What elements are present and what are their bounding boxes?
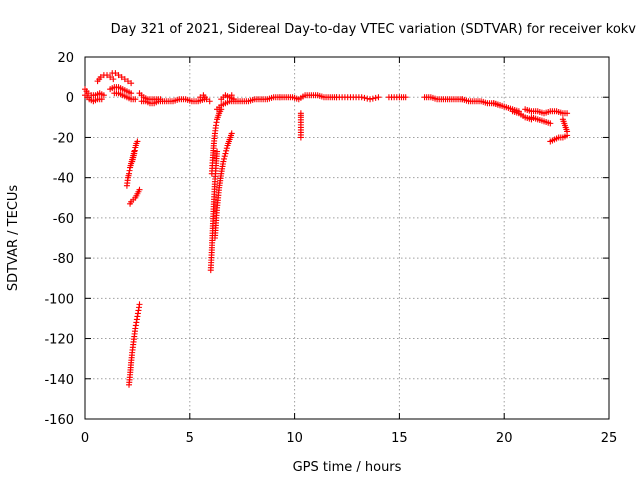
data-point	[375, 94, 382, 101]
data-point	[364, 95, 371, 102]
y-tick-label: -60	[53, 212, 74, 227]
y-tick-label: 0	[66, 91, 74, 106]
data-point	[124, 78, 131, 85]
y-tick-label: -40	[53, 172, 74, 187]
data-point	[223, 147, 230, 154]
data-point	[369, 95, 376, 102]
data-point	[372, 94, 379, 101]
data-point	[297, 134, 304, 141]
x-tick-label: 10	[286, 431, 303, 446]
y-tick-label: -140	[44, 373, 74, 388]
y-tick-label: -80	[53, 252, 74, 267]
data-point	[564, 128, 571, 135]
data-point	[112, 70, 119, 77]
data-point	[128, 80, 135, 87]
data-point	[367, 96, 374, 103]
data-point	[115, 72, 122, 79]
data-point	[104, 72, 111, 79]
data-point	[402, 94, 409, 101]
data-point	[358, 94, 365, 101]
data-point	[203, 96, 210, 103]
y-tick-label: -20	[53, 131, 74, 146]
data-point	[136, 301, 143, 308]
x-tick-label: 5	[186, 431, 194, 446]
chart-title: Day 321 of 2021, Sidereal Day-to-day VTE…	[111, 22, 637, 37]
x-tick-label: 25	[601, 431, 618, 446]
data-points	[82, 70, 571, 388]
data-point	[136, 186, 143, 193]
data-point	[206, 98, 213, 105]
y-tick-label: -120	[44, 333, 74, 348]
data-point	[97, 74, 104, 81]
y-tick-label: 20	[57, 51, 74, 66]
data-point	[100, 92, 107, 99]
x-tick-label: 0	[81, 431, 89, 446]
x-axis-tick-labels: 0 5 10 15 20 25	[81, 431, 617, 446]
data-point	[128, 90, 135, 97]
data-point	[132, 96, 139, 103]
grid-lines	[85, 57, 609, 419]
y-axis-tick-labels: 20 0 -20 -40 -60 -80 -100 -120 -140 -160	[44, 51, 74, 428]
data-point	[220, 158, 227, 165]
data-point	[118, 74, 125, 81]
y-axis-label: SDTVAR / TECUs	[6, 185, 21, 292]
plot-frame	[84, 56, 610, 420]
y-tick-label: -100	[44, 292, 74, 307]
y-tick-label: -160	[44, 413, 74, 428]
x-axis-label: GPS time / hours	[293, 460, 402, 475]
data-point	[547, 120, 554, 127]
data-point	[223, 145, 230, 152]
data-point	[228, 92, 235, 99]
data-point	[221, 153, 228, 160]
data-point	[121, 76, 128, 83]
data-point	[98, 96, 105, 103]
x-tick-label: 20	[496, 431, 513, 446]
data-point	[85, 90, 92, 97]
data-point	[134, 138, 141, 145]
data-point	[564, 110, 571, 117]
data-point	[222, 150, 229, 157]
data-point	[221, 155, 228, 162]
data-point	[110, 76, 117, 83]
x-tick-label: 15	[391, 431, 408, 446]
data-point	[228, 130, 235, 137]
data-point	[361, 94, 368, 101]
data-point	[214, 148, 221, 155]
data-point	[107, 74, 114, 81]
